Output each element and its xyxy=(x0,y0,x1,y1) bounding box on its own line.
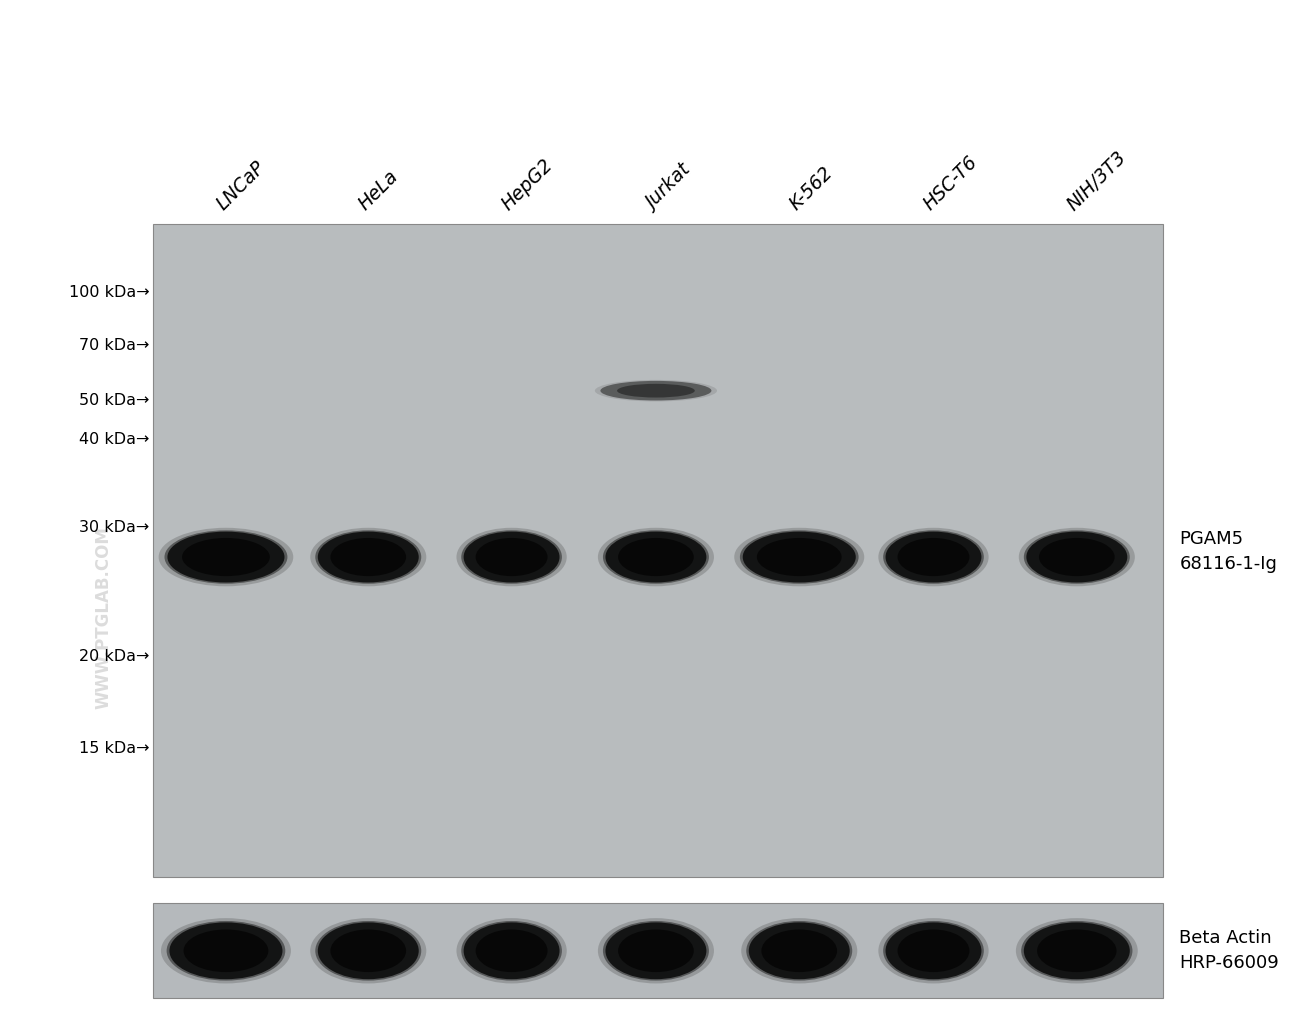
Ellipse shape xyxy=(598,528,714,587)
Ellipse shape xyxy=(883,530,983,583)
Ellipse shape xyxy=(761,929,837,972)
Ellipse shape xyxy=(161,918,291,984)
Text: Beta Actin
HRP-66009: Beta Actin HRP-66009 xyxy=(1179,929,1280,972)
Ellipse shape xyxy=(898,929,969,972)
Ellipse shape xyxy=(740,530,859,583)
Text: PGAM5
68116-1-Ig: PGAM5 68116-1-Ig xyxy=(1179,530,1277,573)
Text: 100 kDa→: 100 kDa→ xyxy=(69,285,149,300)
Ellipse shape xyxy=(883,921,983,981)
Ellipse shape xyxy=(158,528,294,587)
Ellipse shape xyxy=(461,921,562,981)
Text: 50 kDa→: 50 kDa→ xyxy=(79,393,149,407)
Text: HSC-T6: HSC-T6 xyxy=(920,152,982,214)
Ellipse shape xyxy=(183,929,269,972)
Ellipse shape xyxy=(746,921,852,981)
Ellipse shape xyxy=(310,528,426,587)
Ellipse shape xyxy=(475,538,548,576)
Ellipse shape xyxy=(878,528,989,587)
Text: K-562: K-562 xyxy=(786,164,837,214)
Ellipse shape xyxy=(898,538,969,576)
Ellipse shape xyxy=(598,918,714,984)
Ellipse shape xyxy=(464,532,560,582)
Text: 40 kDa→: 40 kDa→ xyxy=(79,432,149,448)
Text: HepG2: HepG2 xyxy=(498,155,557,214)
Ellipse shape xyxy=(1037,929,1117,972)
Bar xyxy=(153,224,1163,877)
Ellipse shape xyxy=(168,532,284,582)
Ellipse shape xyxy=(1039,538,1115,576)
Ellipse shape xyxy=(165,530,287,583)
Ellipse shape xyxy=(1024,530,1130,583)
Ellipse shape xyxy=(1021,921,1133,981)
Ellipse shape xyxy=(1018,528,1135,587)
Text: HeLa: HeLa xyxy=(355,167,401,214)
Ellipse shape xyxy=(166,921,286,981)
Ellipse shape xyxy=(748,922,850,980)
Ellipse shape xyxy=(330,538,407,576)
Ellipse shape xyxy=(461,530,562,583)
Ellipse shape xyxy=(617,384,695,397)
Ellipse shape xyxy=(605,922,707,980)
Text: 30 kDa→: 30 kDa→ xyxy=(79,521,149,535)
Ellipse shape xyxy=(316,530,421,583)
Ellipse shape xyxy=(318,532,418,582)
Ellipse shape xyxy=(316,921,421,981)
Text: 70 kDa→: 70 kDa→ xyxy=(79,338,149,353)
Text: LNCaP: LNCaP xyxy=(213,157,269,214)
Ellipse shape xyxy=(743,532,856,582)
Ellipse shape xyxy=(318,922,418,980)
Ellipse shape xyxy=(757,538,842,576)
Ellipse shape xyxy=(464,922,560,980)
Text: NIH/3T3: NIH/3T3 xyxy=(1064,147,1130,214)
Bar xyxy=(153,903,1163,998)
Ellipse shape xyxy=(734,528,864,587)
Ellipse shape xyxy=(330,929,407,972)
Ellipse shape xyxy=(603,530,709,583)
Ellipse shape xyxy=(310,918,426,984)
Ellipse shape xyxy=(618,929,694,972)
Ellipse shape xyxy=(742,918,857,984)
Text: 15 kDa→: 15 kDa→ xyxy=(79,741,149,756)
Ellipse shape xyxy=(1024,922,1130,980)
Ellipse shape xyxy=(618,538,694,576)
Ellipse shape xyxy=(1026,532,1128,582)
Ellipse shape xyxy=(605,532,707,582)
Ellipse shape xyxy=(595,380,717,401)
Ellipse shape xyxy=(475,929,548,972)
Ellipse shape xyxy=(182,538,270,576)
Text: Jurkat: Jurkat xyxy=(643,162,695,214)
Ellipse shape xyxy=(878,918,989,984)
Ellipse shape xyxy=(456,918,566,984)
Ellipse shape xyxy=(169,922,282,980)
Ellipse shape xyxy=(456,528,566,587)
Ellipse shape xyxy=(1016,918,1138,984)
Ellipse shape xyxy=(603,921,709,981)
Text: WWW.PTGLAB.COM: WWW.PTGLAB.COM xyxy=(95,526,113,709)
Ellipse shape xyxy=(600,381,712,400)
Ellipse shape xyxy=(886,532,982,582)
Ellipse shape xyxy=(886,922,982,980)
Text: 20 kDa→: 20 kDa→ xyxy=(79,649,149,665)
